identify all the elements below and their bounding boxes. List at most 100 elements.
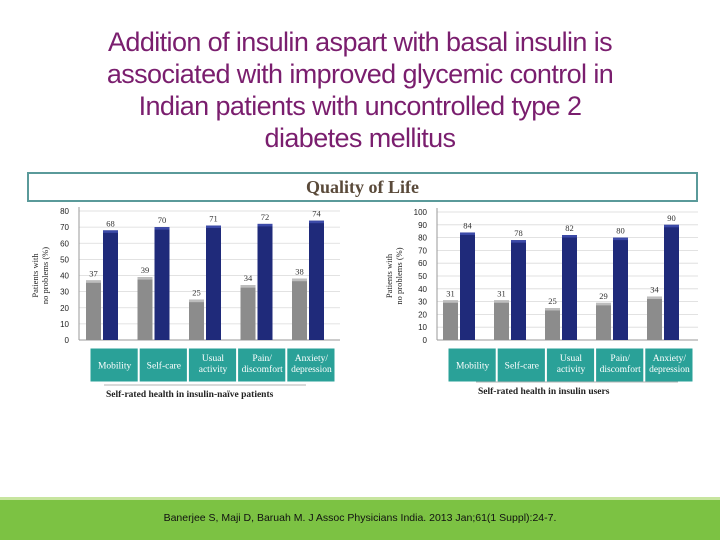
bar-followup (460, 232, 475, 340)
data-label: 29 (599, 291, 608, 301)
category-label: Self-care (147, 361, 181, 372)
bar-top-followup (257, 223, 273, 227)
bar-top-followup (103, 230, 118, 233)
bar-top-baseline (86, 280, 101, 283)
title-line: Addition of insulin aspart with basal in… (108, 27, 613, 57)
data-label: 84 (463, 220, 472, 230)
bar-top-baseline (137, 277, 153, 280)
category-label: Self-care (505, 361, 539, 372)
y-tick-label: 30 (418, 298, 427, 307)
y-axis-label: Patients withno problems (%) (384, 247, 404, 304)
bar-top-baseline (494, 300, 509, 303)
category-label: Usual activity (199, 354, 228, 375)
category-box (545, 347, 596, 383)
category-box (237, 347, 287, 383)
bar-top-followup (460, 232, 475, 235)
category-label: Mobility (456, 362, 490, 372)
data-label: 25 (548, 296, 557, 306)
bar-followup (206, 225, 221, 340)
data-label: 68 (106, 218, 115, 228)
bar-followup (103, 230, 118, 340)
data-label: 38 (295, 267, 304, 277)
slide-title: Addition of insulin aspart with basal in… (20, 26, 700, 154)
bar-top-followup (613, 237, 628, 241)
bar-baseline (545, 308, 560, 340)
bar-followup (613, 237, 628, 340)
bar-baseline (189, 299, 204, 340)
y-tick-label: 20 (418, 310, 427, 319)
data-label: 25 (192, 288, 201, 298)
bar-baseline (596, 302, 611, 340)
chart-insulin-users: 0 10 20 30 40 50 60 70 80 90 100 Patients withno pr… (384, 208, 698, 397)
y-tick-label: 70 (418, 246, 427, 255)
data-label: 71 (209, 214, 218, 224)
data-label: 80 (616, 226, 625, 236)
bar-top-baseline (292, 278, 307, 282)
chart-insulin-naive: 0 10 20 30 40 50 60 70 80 Patients withno problem… (30, 207, 340, 400)
y-tick-label: 30 (60, 288, 69, 297)
quality-of-life-header: Quality of Life (27, 172, 698, 202)
bar-top-followup (206, 225, 221, 229)
y-tick-label: 20 (60, 304, 69, 313)
bar-top-baseline (596, 302, 611, 306)
category-box (644, 347, 694, 383)
bar-followup (562, 235, 577, 340)
title-line: diabetes mellitus (264, 123, 457, 153)
category-label: Pain/discomfort (242, 354, 284, 375)
y-tick-label: 80 (60, 207, 69, 216)
y-tick-label: 40 (418, 285, 427, 294)
y-axis-label: Patients withno problems (%) (30, 247, 50, 304)
category-box (595, 347, 645, 383)
y-tick-label: 40 (60, 272, 69, 281)
data-label: 74 (312, 209, 321, 219)
data-label: 70 (158, 215, 167, 225)
data-label: 39 (141, 265, 150, 275)
data-label: 31 (497, 288, 506, 298)
data-label: 82 (565, 223, 574, 233)
bar-followup (511, 240, 526, 340)
data-label: 34 (244, 273, 253, 283)
y-tick-label: 10 (60, 320, 69, 329)
data-label: 31 (446, 288, 455, 298)
bar-top-followup (562, 235, 577, 238)
y-tick-label: 60 (60, 239, 69, 248)
category-label: Usual activity (557, 354, 586, 375)
footer-divider (0, 497, 720, 500)
category-box (138, 347, 188, 383)
category-label: Anxiety/depression (649, 354, 690, 375)
bar-top-baseline (443, 300, 458, 303)
bar-top-baseline (240, 285, 256, 288)
chart-title: Self-rated health in insulin users (478, 387, 610, 397)
bar-top-baseline (647, 296, 662, 299)
bar-baseline (494, 300, 509, 340)
category-box (286, 347, 336, 383)
bar-baseline (86, 280, 101, 340)
category-label: Anxiety/depression (291, 354, 332, 375)
y-tick-label: 80 (418, 234, 427, 243)
y-tick-label: 60 (418, 259, 427, 268)
y-tick-label: 50 (418, 272, 427, 281)
y-tick-label: 0 (423, 336, 428, 345)
bar-top-baseline (189, 299, 204, 303)
title-line: Indian patients with uncontrolled type 2 (138, 91, 582, 121)
category-box (187, 347, 238, 383)
bar-top-followup (511, 240, 526, 243)
bar-followup (309, 220, 324, 340)
category-box (496, 347, 546, 383)
bar-top-baseline (545, 308, 560, 311)
data-label: 90 (667, 213, 676, 223)
data-label: 34 (650, 284, 659, 294)
title-line: associated with improved glycemic contro… (106, 59, 614, 89)
data-label: 37 (89, 268, 98, 278)
y-tick-label: 100 (414, 208, 428, 217)
y-tick-label: 10 (418, 323, 427, 332)
chart-title: Self-rated health in insulin-naïve patie… (106, 390, 274, 400)
y-tick-label: 50 (60, 255, 69, 264)
category-box (447, 347, 497, 383)
bar-followup (664, 224, 679, 340)
y-tick-label: 70 (60, 223, 69, 232)
y-tick-label: 0 (65, 336, 70, 345)
bar-top-followup (154, 227, 170, 230)
bar-baseline (292, 278, 307, 340)
bar-baseline (240, 285, 256, 340)
